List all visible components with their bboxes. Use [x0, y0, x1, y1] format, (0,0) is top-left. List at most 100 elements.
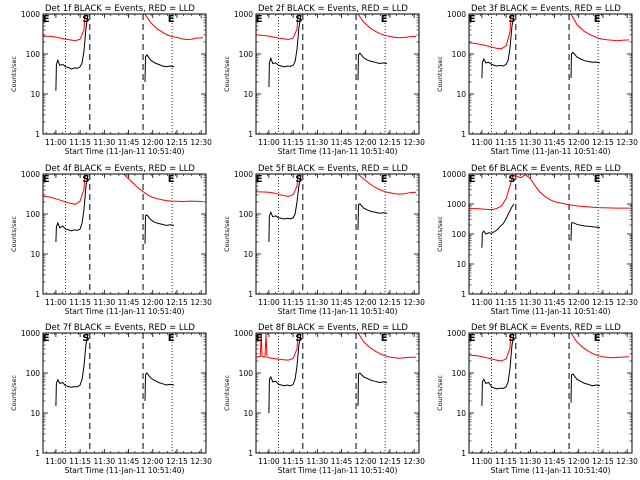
- x-tick-label: 11:00: [471, 298, 493, 307]
- x-tick-label: 11:45: [544, 298, 566, 307]
- marker-letter-s: S: [295, 174, 302, 185]
- y-tick-label: 1000: [21, 10, 40, 19]
- y-tick-label: 1000: [234, 329, 253, 338]
- panel-data-area: [256, 14, 417, 88]
- x-tick-label: 11:15: [282, 298, 304, 307]
- x-tick-label: 11:45: [544, 457, 566, 466]
- y-tick-label: 10000: [442, 170, 466, 179]
- y-axis-label: Counts/sec: [436, 375, 444, 411]
- y-tick-label: 1000: [447, 329, 466, 338]
- x-axis-label: Start Time (11-Jan-11 10:51:40): [278, 147, 398, 156]
- marker-letter-e: E: [43, 333, 50, 344]
- panel-frame: [468, 332, 633, 454]
- series-line-lld: [357, 174, 417, 195]
- series-line-events: [570, 373, 601, 403]
- panel-data-area: [469, 333, 630, 407]
- x-tick-label: 12:15: [592, 138, 614, 147]
- series-line-lld: [123, 174, 204, 203]
- panel-title: Det 7f BLACK = Events, RED = LLD: [45, 323, 195, 333]
- panel-data-area: [469, 174, 630, 248]
- marker-letter-e: E: [168, 333, 175, 344]
- y-axis-label: Counts/sec: [10, 216, 18, 252]
- marker-letter-s: S: [82, 14, 89, 25]
- y-axis-label: Counts/sec: [223, 375, 231, 411]
- x-tick-label: 12:30: [616, 138, 638, 147]
- y-tick-label: 100: [452, 50, 467, 59]
- x-tick-label: 11:30: [520, 298, 542, 307]
- series-line-lld: [256, 14, 299, 41]
- series-line-events: [268, 174, 302, 243]
- x-tick-label: 12:00: [142, 298, 164, 307]
- y-tick-label: 10: [30, 90, 40, 99]
- x-tick-label: 11:45: [544, 138, 566, 147]
- marker-letter-e: E: [168, 14, 175, 25]
- series-line-lld: [469, 333, 512, 362]
- x-tick-label: 11:30: [520, 138, 542, 147]
- marker-letter-s: S: [295, 333, 302, 344]
- x-tick-label: 12:00: [355, 298, 377, 307]
- y-tick-label: 1: [461, 290, 466, 299]
- series-line-events: [357, 372, 388, 407]
- y-tick-label: 10: [30, 409, 40, 418]
- x-tick-label: 11:00: [258, 457, 280, 466]
- marker-letter-e: E: [256, 333, 263, 344]
- panel-title: Det 4f BLACK = Events, RED = LLD: [45, 164, 195, 174]
- y-tick-label: 1000: [234, 170, 253, 179]
- y-tick-label: 10: [243, 250, 253, 259]
- x-tick-label: 11:15: [69, 298, 91, 307]
- x-tick-label: 12:15: [379, 138, 401, 147]
- panel-frame: [468, 13, 633, 135]
- x-tick-label: 12:15: [166, 457, 188, 466]
- marker-letter-s: S: [82, 174, 89, 185]
- marker-letter-s: S: [508, 14, 515, 25]
- y-tick-label: 1: [461, 130, 466, 139]
- panel-title: Det 6f BLACK = Events, RED = LLD: [471, 164, 621, 174]
- y-tick-label: 1: [461, 449, 466, 458]
- y-tick-label: 100: [26, 210, 41, 219]
- x-tick-label: 11:45: [118, 298, 140, 307]
- x-axis-label: Start Time (11-Jan-11 10:51:40): [65, 147, 185, 156]
- x-tick-label: 12:30: [190, 457, 212, 466]
- x-tick-label: 11:45: [118, 457, 140, 466]
- y-axis-label: Counts/sec: [436, 216, 444, 252]
- x-tick-label: 11:00: [45, 298, 67, 307]
- x-tick-label: 11:45: [331, 138, 353, 147]
- marker-letter-s: S: [82, 333, 89, 344]
- panel-title: Det 5f BLACK = Events, RED = LLD: [258, 164, 408, 174]
- marker-letter-e: E: [469, 333, 476, 344]
- x-tick-label: 11:15: [69, 138, 91, 147]
- marker-letter-e: E: [43, 14, 50, 25]
- panel-title: Det 9f BLACK = Events, RED = LLD: [471, 323, 621, 333]
- series-line-events: [481, 333, 515, 407]
- y-tick-label: 10: [456, 260, 466, 269]
- panel-data-area: [469, 14, 630, 79]
- y-tick-label: 1000: [234, 10, 253, 19]
- marker-letter-e: E: [469, 14, 476, 25]
- x-tick-label: 12:00: [142, 457, 164, 466]
- x-tick-label: 11:30: [94, 138, 116, 147]
- marker-letter-s: S: [295, 14, 302, 25]
- y-tick-label: 1000: [21, 170, 40, 179]
- x-axis-label: Start Time (11-Jan-11 10:51:40): [65, 307, 185, 316]
- x-tick-label: 11:30: [307, 138, 329, 147]
- marker-letter-e: E: [168, 174, 175, 185]
- y-tick-label: 10: [30, 250, 40, 259]
- x-axis-label: Start Time (11-Jan-11 10:51:40): [491, 307, 611, 316]
- series-line-events: [481, 203, 515, 248]
- x-tick-label: 11:00: [45, 138, 67, 147]
- x-tick-label: 11:15: [69, 457, 91, 466]
- series-line-events: [570, 51, 601, 79]
- series-line-events: [268, 333, 302, 414]
- panel-frame: [255, 332, 420, 454]
- x-tick-label: 11:00: [258, 138, 280, 147]
- x-tick-label: 12:30: [403, 138, 425, 147]
- y-tick-label: 100: [239, 210, 254, 219]
- panel-frame: [255, 173, 420, 295]
- marker-letter-e: E: [381, 14, 388, 25]
- series-line-events: [268, 14, 302, 88]
- panel-frame: [42, 332, 207, 454]
